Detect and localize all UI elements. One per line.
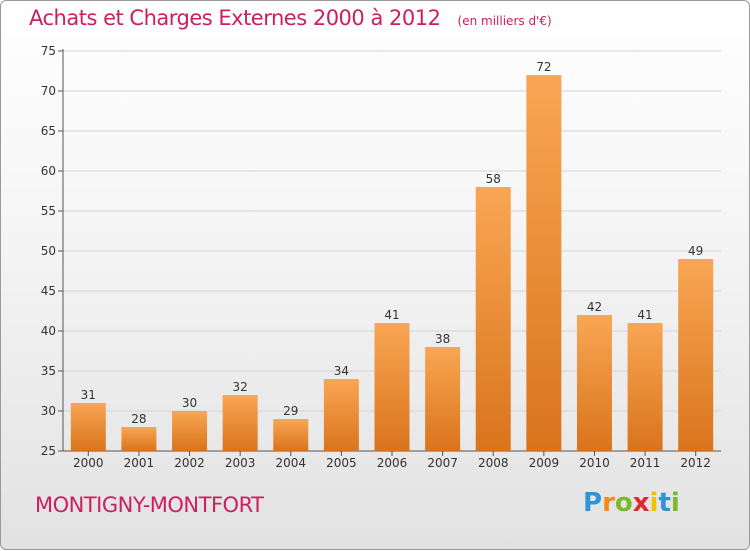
data-label: 58 [486,172,501,186]
data-label: 41 [637,308,652,322]
x-tick-label: 2008 [478,456,509,470]
y-tick-label: 75 [41,44,56,58]
y-tick-label: 25 [41,444,56,458]
logo-letter: P [583,488,603,518]
x-tick-label: 2012 [680,456,711,470]
data-label: 72 [536,60,551,74]
x-tick-label: 2004 [275,456,306,470]
y-tick-label: 55 [41,204,56,218]
y-tick-label: 35 [41,364,56,378]
bar [374,323,410,451]
bar [576,315,612,451]
x-tick-label: 2006 [377,456,408,470]
logo-letter: r [602,488,615,518]
logo-letter: i [649,488,659,518]
data-label: 49 [688,244,703,258]
y-tick-label: 65 [41,124,56,138]
x-tick-label: 2010 [579,456,610,470]
bar [475,187,511,451]
y-tick-label: 40 [41,324,56,338]
data-label: 38 [435,332,450,346]
data-label: 34 [334,364,349,378]
bar [425,347,461,451]
data-label: 28 [131,412,146,426]
y-tick-label: 60 [41,164,56,178]
x-tick-label: 2002 [174,456,205,470]
chart-title: Achats et Charges Externes 2000 à 2012 [29,6,441,30]
bar [678,259,714,451]
x-tick-label: 2009 [529,456,560,470]
y-tick-label: 45 [41,284,56,298]
x-tick-label: 2007 [427,456,458,470]
x-tick-label: 2003 [225,456,256,470]
title-row: Achats et Charges Externes 2000 à 2012 (… [29,6,552,30]
x-tick-label: 2011 [630,456,661,470]
logo-letter: x [632,488,650,518]
bar [526,75,562,451]
bar [627,323,663,451]
logo-letter: t [658,488,671,518]
bar [273,419,309,451]
data-label: 29 [283,404,298,418]
bar [70,403,106,451]
data-label: 31 [81,388,96,402]
y-tick-label: 50 [41,244,56,258]
bar [121,427,157,451]
logo-letter: o [614,488,633,518]
data-label: 32 [233,380,248,394]
data-label: 41 [384,308,399,322]
bar [323,379,359,451]
bar [222,395,258,451]
data-label: 30 [182,396,197,410]
town-name: MONTIGNY-MONTFORT [35,493,264,517]
x-tick-label: 2005 [326,456,357,470]
x-tick-label: 2001 [124,456,155,470]
y-tick-label: 70 [41,84,56,98]
proxiti-logo: Proxiti [583,488,680,518]
logo-letter: i [670,488,680,518]
chart-unit: (en milliers d'€) [457,14,552,28]
bar [172,411,208,451]
data-label: 42 [587,300,602,314]
y-tick-label: 30 [41,404,56,418]
x-tick-label: 2000 [73,456,104,470]
